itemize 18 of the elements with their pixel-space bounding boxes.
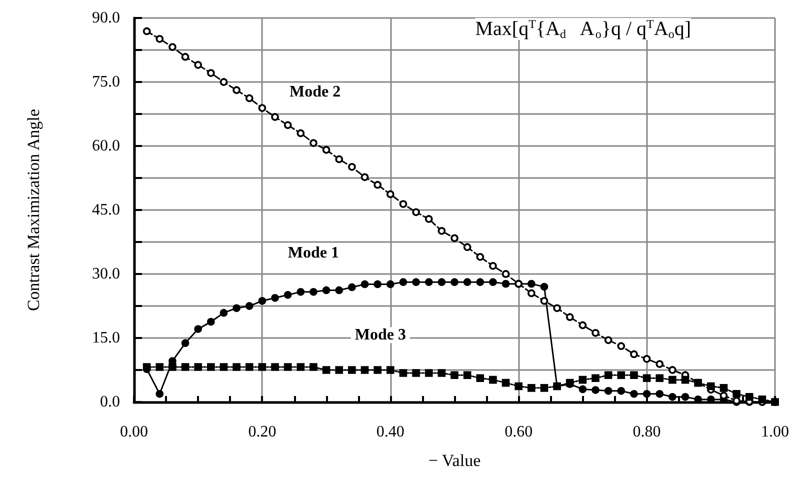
y-axis-title: Contrast Maximization Angle bbox=[24, 108, 43, 312]
y-tick-label: 30.0 bbox=[92, 266, 120, 282]
x-tick-label: 0.20 bbox=[248, 424, 276, 440]
y-tick-label: 15.0 bbox=[92, 330, 120, 346]
series-label: Mode 1 bbox=[288, 244, 340, 262]
series-label: Mode 2 bbox=[289, 84, 341, 101]
y-tick-label: 60.0 bbox=[92, 138, 120, 154]
y-tick-label: 75.0 bbox=[92, 74, 120, 90]
y-tick-label: 90.0 bbox=[92, 10, 120, 26]
series-label: Mode 3 bbox=[354, 326, 406, 344]
x-tick-label: 0.60 bbox=[504, 424, 533, 440]
x-tick-label: 0.00 bbox=[120, 424, 148, 440]
x-tick-label: 0.80 bbox=[632, 424, 661, 440]
x-axis-title: − Value bbox=[428, 451, 481, 470]
y-tick-label: 0.0 bbox=[100, 394, 120, 410]
x-tick-label: 1.00 bbox=[761, 424, 789, 440]
y-tick-label: 45.0 bbox=[92, 202, 120, 218]
x-tick-label: 0.40 bbox=[376, 424, 404, 440]
